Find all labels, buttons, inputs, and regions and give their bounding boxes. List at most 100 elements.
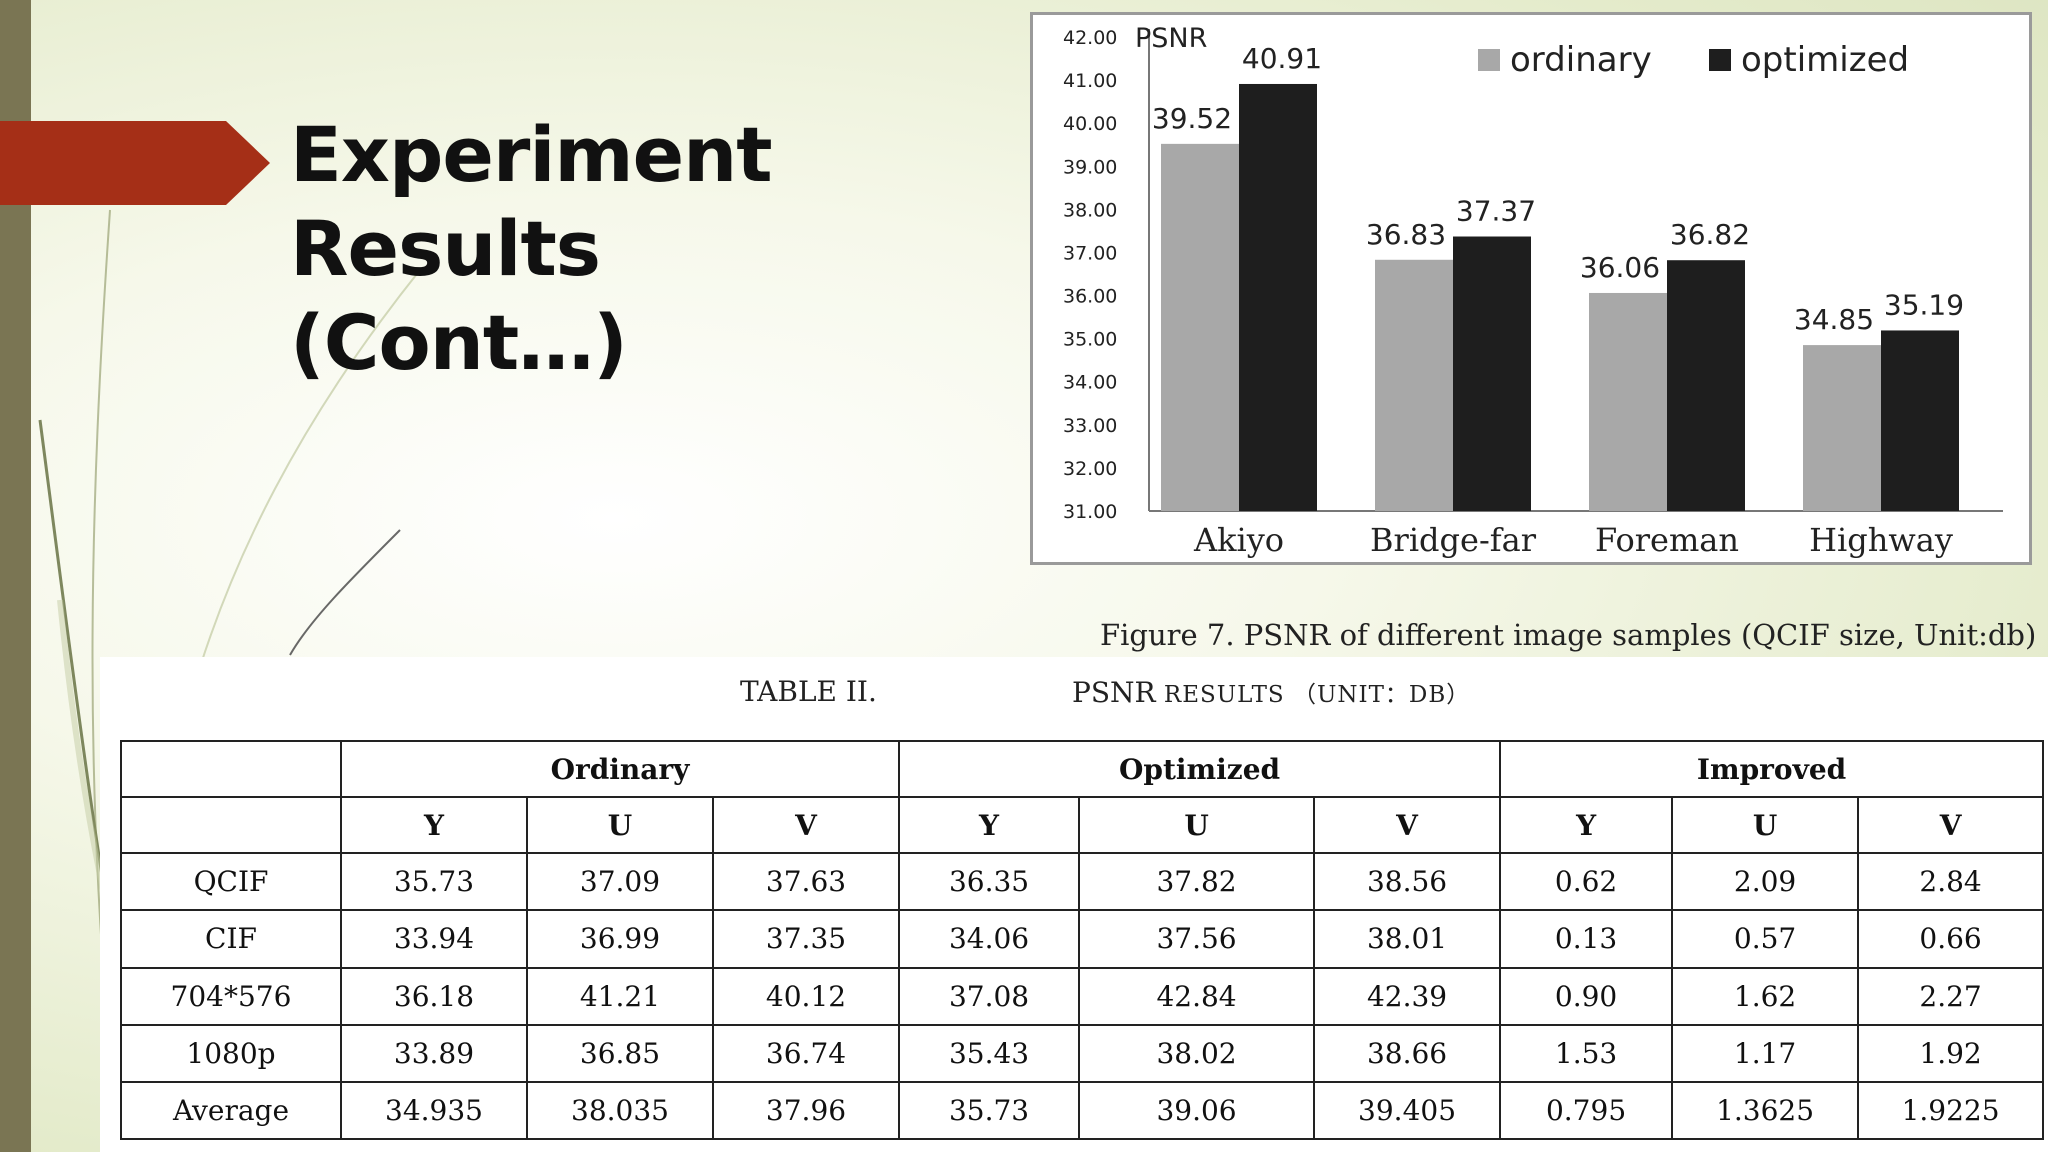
table-cell: 0.13: [1499, 909, 1674, 969]
slide-title-line-2: (Cont…): [290, 298, 628, 387]
table-cell: 2.09: [1671, 852, 1860, 912]
table-cell: 1.53: [1499, 1023, 1674, 1083]
table-cell: 0.66: [1857, 909, 2045, 969]
data-label: 36.82: [1670, 218, 1750, 251]
table-title-rest: RESULTS （UNIT：DB）: [1155, 682, 1471, 708]
table-row: QCIF 35.73 37.09 37.63 36.35 37.82 38.56 0.62 2.…: [120, 852, 2045, 912]
table-cell: 33.89: [340, 1023, 528, 1083]
table-cell: 36.99: [526, 909, 714, 969]
table-cell: 37.35: [711, 909, 901, 969]
table-row: 1080p 33.89 36.85 36.74 35.43 38.02 38.66 1.53 1…: [120, 1023, 2045, 1083]
table-cell: 37.56: [1078, 909, 1316, 969]
y-tick-label: 33.00: [1063, 415, 1117, 437]
y-tick-label: 41.00: [1063, 70, 1117, 92]
bars: [1161, 83, 1959, 512]
y-axis: 42.00 41.00 40.00 39.00 38.00 37.00 36.00 35.00…: [1063, 23, 2003, 523]
table-cell: 38.01: [1313, 909, 1502, 969]
table-cell: 34.06: [898, 909, 1081, 969]
table-cell: 39.405: [1313, 1080, 1502, 1141]
table-cell: 1.92: [1857, 1023, 2045, 1083]
table-cell: 1.9225: [1857, 1080, 2045, 1141]
table-group-header-row: Ordinary Optimized Improved: [120, 739, 2045, 799]
subheader-cell: Y: [1499, 796, 1674, 855]
table-cell: 35.73: [898, 1080, 1081, 1141]
row-label: CIF: [120, 909, 342, 969]
table-cell: 36.85: [526, 1023, 714, 1083]
table-cell: 37.09: [526, 852, 714, 912]
data-label: 37.37: [1456, 195, 1536, 228]
subheader-cell: Y: [340, 796, 528, 855]
row-label: 704*576: [120, 966, 342, 1026]
data-label: 36.06: [1580, 251, 1660, 284]
data-label: 35.19: [1884, 288, 1964, 321]
data-label: 36.83: [1366, 218, 1446, 251]
table-cell: 1.3625: [1671, 1080, 1860, 1141]
figure-caption: Figure 7. PSNR of different image sample…: [1100, 618, 2037, 652]
category-label: Foreman: [1595, 521, 1739, 559]
table-cell: 37.08: [898, 966, 1081, 1026]
y-axis-title: PSNR: [1135, 23, 1207, 54]
table-cell: 1.62: [1671, 966, 1860, 1026]
chart-legend: ordinary optimized: [1478, 40, 1909, 80]
table-cell: 0.90: [1499, 966, 1674, 1026]
table-row: CIF 33.94 36.99 37.35 34.06 37.56 38.01 0.13 0.5…: [120, 909, 2045, 969]
table-cell: 1.17: [1671, 1023, 1860, 1083]
subheader-cell: V: [1313, 796, 1502, 855]
subheader-corner-cell: [120, 796, 342, 855]
legend-swatch-ordinary: [1478, 49, 1500, 71]
table-cell: 2.27: [1857, 966, 2045, 1026]
table-cell: 41.21: [526, 966, 714, 1026]
table-cell: 33.94: [340, 909, 528, 969]
category-label: Akiyo: [1193, 521, 1284, 559]
subheader-cell: U: [1671, 796, 1860, 855]
table-row: 704*576 36.18 41.21 40.12 37.08 42.84 42.39 0.9…: [120, 966, 2045, 1026]
bar-optimized: [1881, 330, 1959, 511]
y-tick-label: 39.00: [1063, 156, 1117, 178]
y-tick-label: 37.00: [1063, 242, 1117, 264]
table-cell: 2.84: [1857, 852, 2045, 912]
row-label: Average: [120, 1080, 342, 1141]
table-cell: 38.56: [1313, 852, 1502, 912]
table-cell: 42.84: [1078, 966, 1316, 1026]
data-label: 34.85: [1794, 303, 1874, 336]
header-corner-cell: [120, 739, 342, 799]
table-label: TABLE II.: [740, 675, 877, 708]
table-cell: 35.73: [340, 852, 528, 912]
table-panel: TABLE II. PSNR RESULTS （UNIT：DB） Ordinar…: [100, 657, 2048, 1152]
bar-ordinary: [1803, 345, 1881, 511]
row-label: QCIF: [120, 852, 342, 912]
data-label: 39.52: [1152, 102, 1232, 135]
table-cell: 34.935: [340, 1080, 528, 1141]
table-cell: 38.035: [526, 1080, 714, 1141]
chart-canvas: 42.00 41.00 40.00 39.00 38.00 37.00 36.00 35.00…: [1063, 23, 2003, 559]
subheader-cell: U: [526, 796, 714, 855]
subheader-cell: V: [711, 796, 901, 855]
row-label: 1080p: [120, 1023, 342, 1083]
title-arrow-shape: [0, 121, 270, 205]
subheader-cell: V: [1857, 796, 2045, 855]
bar-ordinary: [1589, 292, 1667, 511]
table-cell: 38.02: [1078, 1023, 1316, 1083]
table-title-main: PSNR: [1072, 676, 1156, 709]
table-cell: 37.96: [711, 1080, 901, 1141]
category-labels: Akiyo Bridge-far Foreman Highway: [1193, 521, 1953, 559]
y-tick-label: 35.00: [1063, 329, 1117, 351]
table-cell: 37.63: [711, 852, 901, 912]
table-cell: 36.18: [340, 966, 528, 1026]
bar-ordinary: [1375, 259, 1453, 511]
y-tick-label: 38.00: [1063, 199, 1117, 221]
table-cell: 37.82: [1078, 852, 1316, 912]
table-cell: 36.74: [711, 1023, 901, 1083]
category-label: Bridge-far: [1370, 521, 1537, 559]
group-header-optimized: Optimized: [898, 739, 1502, 799]
data-labels: 39.52 40.91 36.83 37.37 36.06 36.82 34.85 35.19: [1152, 42, 1964, 336]
bar-ordinary: [1161, 143, 1239, 511]
legend-label: ordinary: [1510, 40, 1652, 80]
y-tick-label: 42.00: [1063, 27, 1117, 49]
legend-label: optimized: [1741, 40, 1909, 80]
y-tick-label: 31.00: [1063, 501, 1117, 523]
table-cell: 35.43: [898, 1023, 1081, 1083]
table-cell: 0.795: [1499, 1080, 1674, 1141]
